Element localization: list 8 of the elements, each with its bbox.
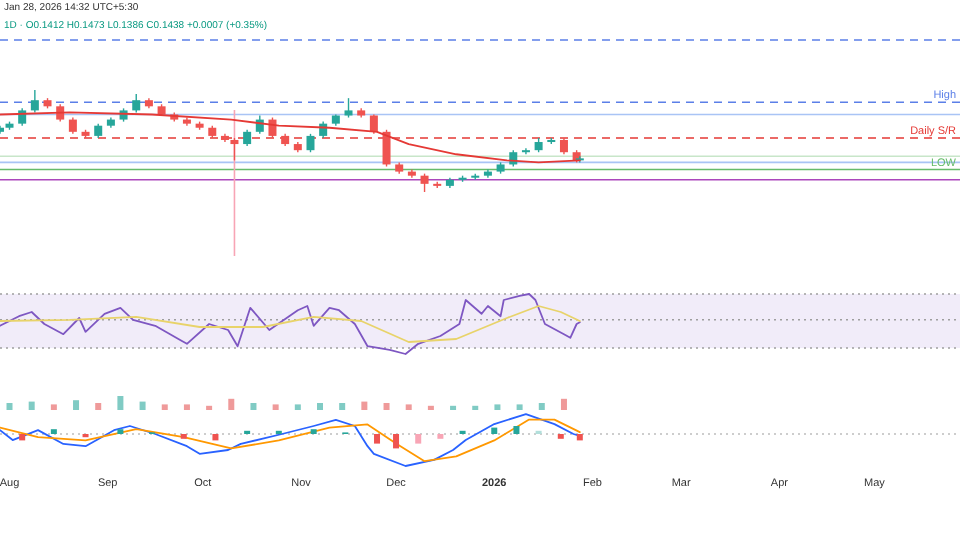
candlestick (230, 137, 239, 162)
candlestick (30, 89, 39, 114)
candlestick (420, 172, 429, 193)
candlestick (132, 93, 141, 114)
candlestick (382, 129, 391, 168)
candlestick (344, 97, 353, 119)
candlestick (369, 113, 378, 135)
candlestick (306, 133, 315, 153)
